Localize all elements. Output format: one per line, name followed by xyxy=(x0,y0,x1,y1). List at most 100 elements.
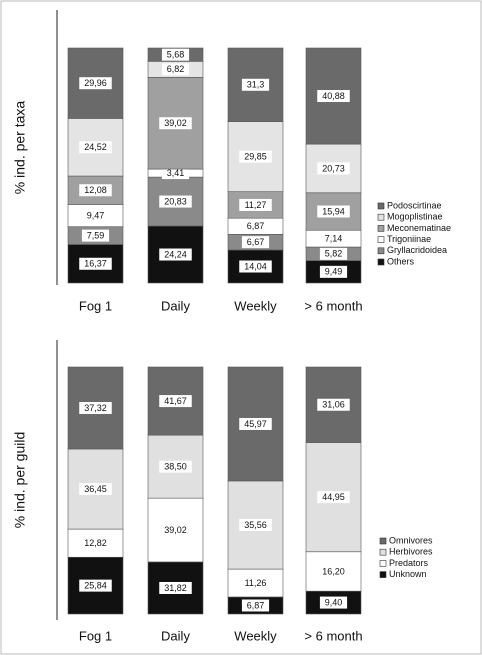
legend-label: Herbivores xyxy=(389,547,433,557)
data-label-box xyxy=(317,565,350,578)
data-label: 7,59 xyxy=(87,230,105,240)
data-label: 6,82 xyxy=(167,64,185,74)
legend-label: Podoscirtinae xyxy=(387,200,442,210)
data-label-box xyxy=(79,184,112,197)
data-label: 6,67 xyxy=(247,237,265,247)
data-label: 35,56 xyxy=(244,520,267,530)
data-label-box xyxy=(161,63,190,76)
legend-swatch xyxy=(377,202,385,210)
data-label-box xyxy=(79,401,112,414)
data-label-box xyxy=(319,265,348,278)
data-label: 31,3 xyxy=(247,80,265,90)
x-tick-label: Weekly xyxy=(234,298,277,313)
data-label: 20,73 xyxy=(322,163,345,173)
data-label-box xyxy=(241,220,270,233)
data-label-box xyxy=(79,257,112,270)
data-label-box xyxy=(317,205,350,218)
data-label: 39,02 xyxy=(164,118,187,128)
y-axis-label: % ind. per taxa xyxy=(12,101,28,195)
data-label-box xyxy=(239,577,272,590)
data-label-box xyxy=(239,417,272,430)
data-label-box xyxy=(79,483,112,496)
data-label: 37,32 xyxy=(84,403,107,413)
data-label-box xyxy=(241,78,270,91)
data-label: 12,82 xyxy=(84,538,107,548)
data-label: 29,85 xyxy=(244,152,267,162)
data-label-box xyxy=(79,77,112,90)
data-label-box xyxy=(241,599,270,612)
data-label-box xyxy=(239,518,272,531)
data-label: 6,87 xyxy=(247,221,265,231)
legend-swatch xyxy=(377,236,385,243)
data-label: 24,52 xyxy=(84,142,107,152)
data-label: 9,40 xyxy=(325,597,343,607)
data-label: 16,20 xyxy=(322,566,345,576)
x-tick-label: Fog 1 xyxy=(79,298,112,313)
legend-swatch xyxy=(377,213,385,221)
data-label-box xyxy=(79,579,112,592)
data-label: 6,87 xyxy=(247,600,265,610)
legend-label: Unknown xyxy=(389,569,427,579)
data-label: 31,06 xyxy=(322,400,345,410)
data-label-box xyxy=(159,581,192,594)
legend-swatch xyxy=(379,571,387,578)
data-label: 16,37 xyxy=(84,259,107,269)
x-tick-label: > 6 month xyxy=(304,298,362,313)
data-label-box xyxy=(319,232,348,245)
legend-label: Gryllacridoidea xyxy=(387,245,447,255)
data-label: 9,49 xyxy=(325,267,343,277)
data-label: 40,88 xyxy=(322,91,345,101)
legend-label: Others xyxy=(387,256,415,266)
data-label: 24,24 xyxy=(164,249,187,259)
legend-swatch xyxy=(377,258,385,266)
data-label-box xyxy=(317,491,350,504)
data-label-box xyxy=(239,198,272,211)
data-label: 36,45 xyxy=(84,484,107,494)
legend-label: Predators xyxy=(389,558,429,568)
legend-swatch xyxy=(379,548,387,556)
x-tick-label: > 6 month xyxy=(304,628,362,643)
data-label: 14,04 xyxy=(244,261,267,271)
x-tick-label: Weekly xyxy=(234,628,277,643)
data-label-box xyxy=(319,247,348,260)
data-label: 44,95 xyxy=(322,492,345,502)
legend-label: Omnivores xyxy=(389,535,433,545)
data-label-box xyxy=(159,117,192,130)
data-label: 9,47 xyxy=(87,210,105,220)
data-label-box xyxy=(159,524,192,537)
data-label: 45,97 xyxy=(244,419,267,429)
data-label: 11,27 xyxy=(245,200,267,210)
legend-swatch xyxy=(377,225,385,232)
data-label-box xyxy=(81,229,110,242)
data-label: 31,82 xyxy=(164,583,187,593)
data-label: 29,96 xyxy=(84,78,107,88)
y-axis-label: % ind. per guild xyxy=(12,432,28,529)
legend-swatch xyxy=(379,537,387,545)
data-label-box xyxy=(239,260,272,273)
data-label: 5,82 xyxy=(325,249,343,259)
data-label-box xyxy=(81,209,110,222)
bar-segment xyxy=(227,568,284,598)
x-tick-label: Fog 1 xyxy=(79,628,112,643)
x-tick-label: Daily xyxy=(161,628,190,643)
x-tick-label: Daily xyxy=(161,298,190,313)
data-label: 3,41 xyxy=(167,168,185,178)
data-label: 20,83 xyxy=(164,196,187,206)
data-label-box xyxy=(319,596,348,609)
data-label-box xyxy=(317,398,350,411)
data-label: 7,14 xyxy=(325,234,343,244)
data-label: 25,84 xyxy=(84,580,107,590)
data-label-box xyxy=(239,150,272,163)
data-label: 15,94 xyxy=(322,206,345,216)
data-label: 5,68 xyxy=(167,50,185,60)
data-label-box xyxy=(241,236,270,249)
data-label-box xyxy=(79,141,112,154)
data-label: 38,50 xyxy=(164,462,187,472)
legend-label: Meconematinae xyxy=(387,223,451,233)
data-label: 11,26 xyxy=(245,578,267,588)
legend-swatch xyxy=(377,247,385,255)
legend-label: Mogoplistinae xyxy=(387,212,443,222)
data-label-box xyxy=(161,48,190,61)
data-label-box xyxy=(159,460,192,473)
